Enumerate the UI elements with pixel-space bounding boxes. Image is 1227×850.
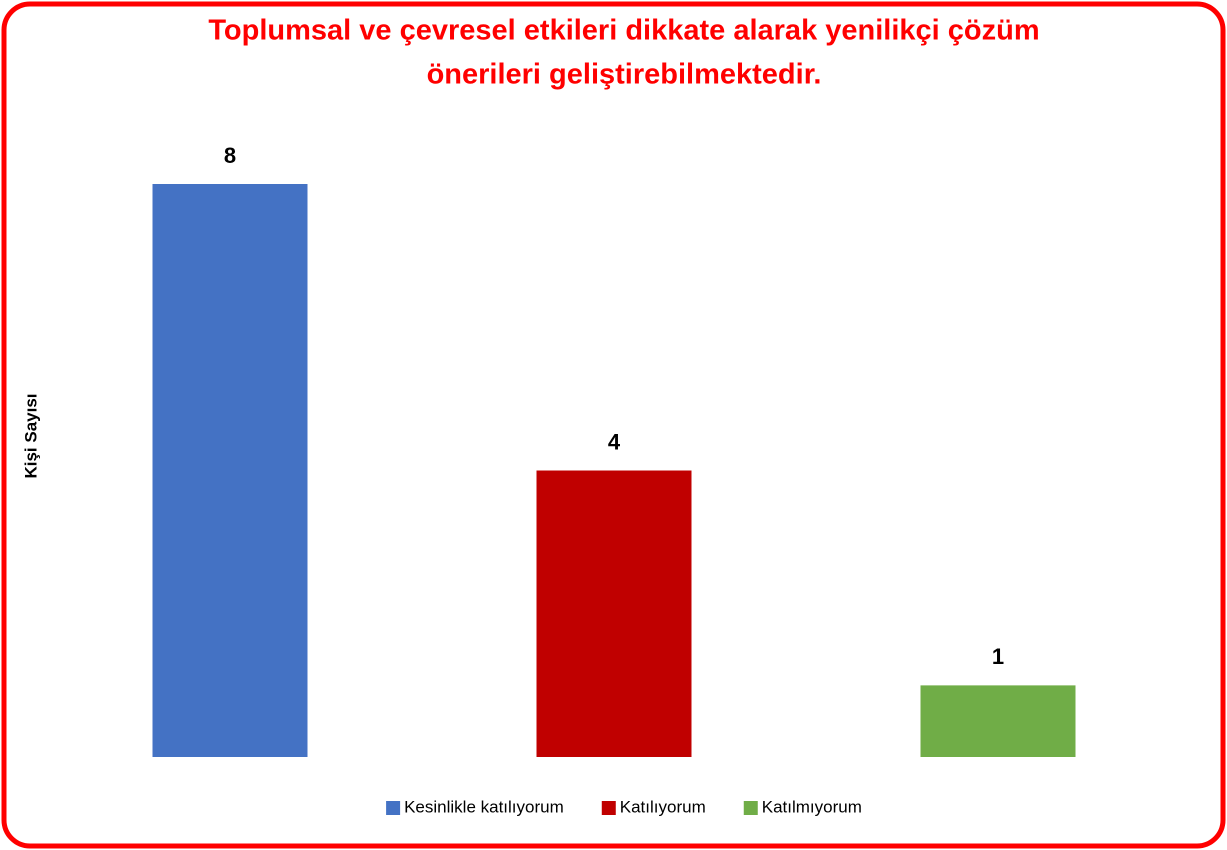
chart-title: Toplumsal ve çevresel etkileri dikkate a… — [208, 15, 1039, 47]
legend-swatch — [743, 801, 758, 815]
legend-label: Kesinlikle katılıyorum — [404, 797, 564, 816]
bar — [152, 184, 308, 757]
y-axis-label: Kişi Sayısı — [21, 393, 40, 478]
legend-swatch — [601, 801, 616, 815]
legend-label: Katılıyorum — [620, 797, 706, 816]
bar — [536, 470, 692, 757]
data-label: 4 — [608, 429, 621, 454]
bar — [920, 685, 1076, 757]
legend-label: Katılmıyorum — [762, 797, 862, 816]
chart-title: önerileri geliştirebilmektedir. — [427, 59, 822, 91]
legend-swatch — [386, 801, 401, 815]
data-label: 1 — [992, 644, 1004, 669]
data-label: 8 — [224, 143, 236, 168]
